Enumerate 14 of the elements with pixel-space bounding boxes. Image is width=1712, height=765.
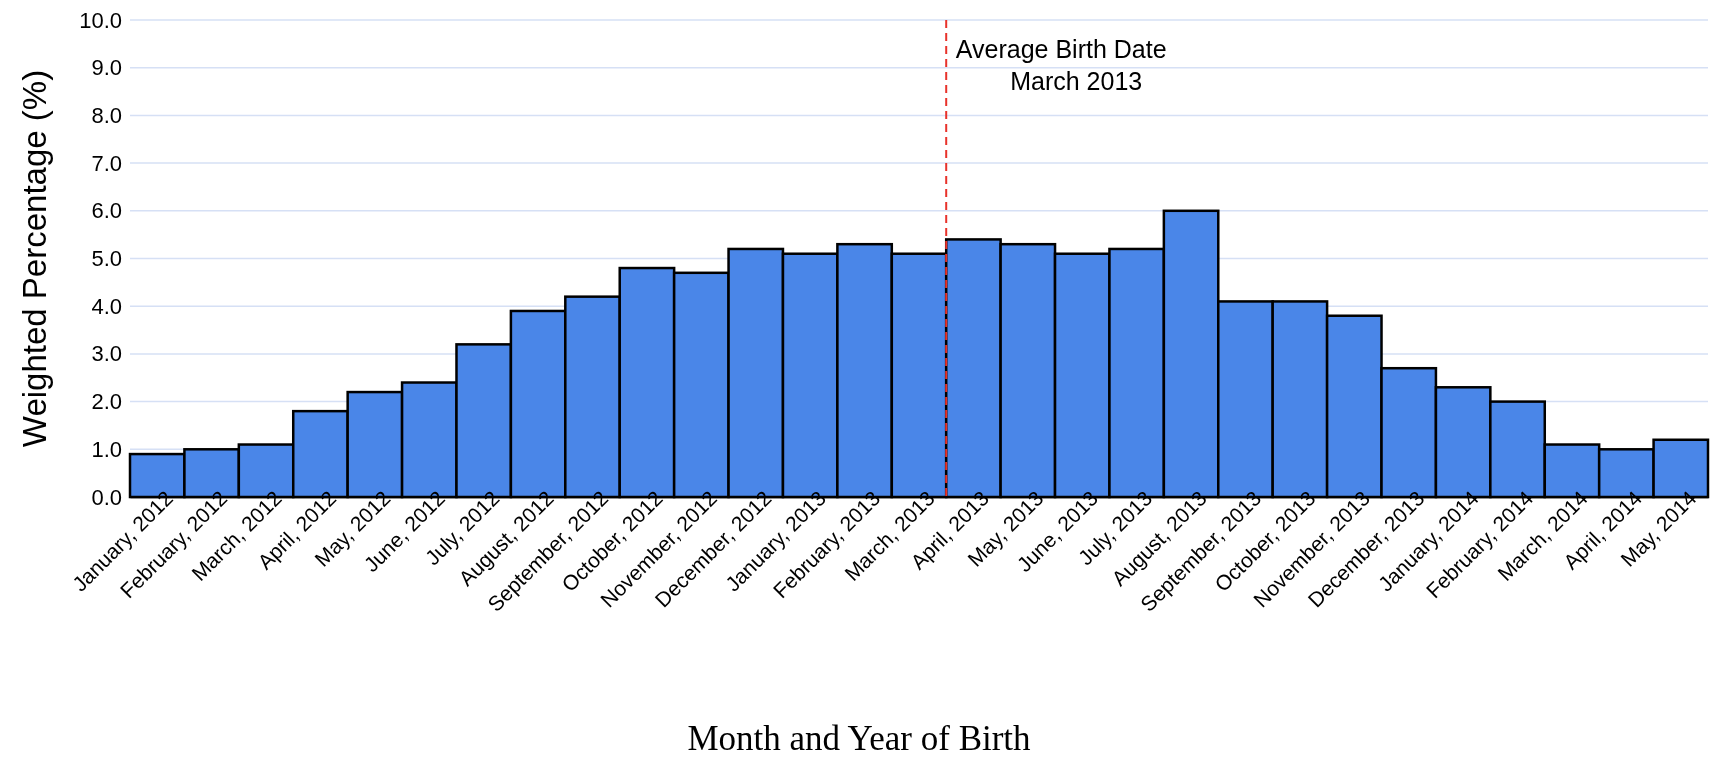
y-tick-label: 6.0 (91, 198, 122, 224)
y-tick-label: 2.0 (91, 389, 122, 415)
y-tick-label: 9.0 (91, 55, 122, 81)
y-tick-label: 4.0 (91, 293, 122, 319)
y-axis-title: Weighted Percentage (%) (16, 69, 53, 448)
y-tick-label: 0.0 (91, 484, 122, 510)
y-tick-label: 8.0 (91, 102, 122, 128)
y-tick-label: 10.0 (79, 7, 122, 33)
y-tick-label: 7.0 (91, 150, 122, 176)
ref-line-label: Average Birth Date March 2013 (955, 35, 1167, 95)
x-axis-title: Month and Year of Birth (687, 719, 1032, 758)
y-tick-label: 3.0 (91, 341, 122, 367)
y-tick-label: 5.0 (91, 246, 122, 272)
y-tick-label: 1.0 (91, 436, 122, 462)
